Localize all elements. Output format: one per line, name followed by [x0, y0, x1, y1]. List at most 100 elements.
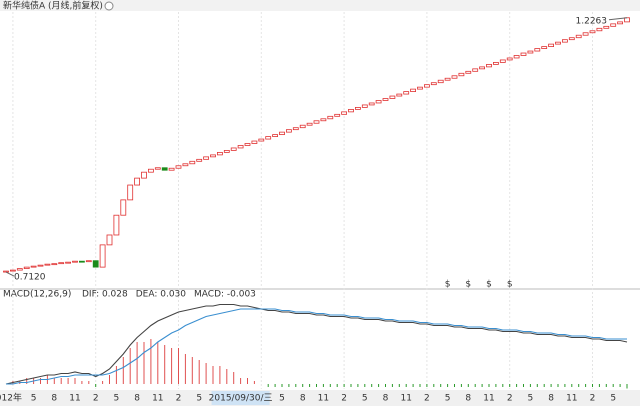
- x-tick-label: 11: [483, 394, 494, 404]
- x-tick-label: 2: [507, 394, 513, 404]
- candle: [216, 152, 223, 156]
- candle: [113, 214, 120, 236]
- candle: [465, 70, 472, 74]
- candle: [375, 100, 382, 104]
- candle: [513, 55, 520, 59]
- candle: [182, 163, 189, 167]
- candle: [23, 266, 30, 270]
- candle: [617, 21, 623, 25]
- macd-title: MACD(12,26,9): [3, 290, 71, 300]
- candle: [120, 199, 127, 216]
- candle: [472, 68, 479, 72]
- x-tick-label: 11: [318, 394, 329, 404]
- candle: [244, 143, 251, 146]
- candle: [134, 177, 141, 186]
- candle: [292, 127, 299, 131]
- candle: [479, 66, 486, 70]
- candle: [147, 168, 154, 173]
- candle: [44, 263, 51, 266]
- candle: [527, 50, 534, 54]
- candle: [299, 124, 306, 129]
- x-tick-label: 5: [528, 394, 534, 404]
- candle: [265, 136, 272, 140]
- candle: [161, 167, 168, 171]
- settings-icon[interactable]: [104, 1, 114, 11]
- x-tick-label: 8: [300, 394, 306, 404]
- x-tick-label: 5: [362, 394, 368, 404]
- chart-title: 新华纯债A (月线,前复权): [3, 0, 103, 12]
- title-bar: [0, 0, 640, 11]
- candle: [141, 171, 147, 179]
- low-label: 0.7120: [14, 273, 46, 283]
- candle: [3, 270, 9, 273]
- macd-line: [6, 308, 627, 385]
- x-tick-label: 2: [176, 394, 182, 404]
- x-axis-bar: [0, 390, 640, 406]
- candle: [361, 104, 368, 108]
- x-tick-label: 11: [400, 394, 411, 404]
- x-tick-label: 5: [279, 394, 285, 404]
- candle: [251, 140, 258, 144]
- dividend-marker: $: [445, 280, 451, 290]
- candle: [92, 260, 99, 268]
- candle: [354, 107, 361, 110]
- legend-entry: MACD: -0.003: [194, 290, 256, 300]
- candle: [272, 134, 279, 137]
- candle: [403, 91, 410, 95]
- candle: [196, 158, 203, 162]
- candle: [79, 260, 85, 263]
- candle: [389, 95, 396, 99]
- candle: [237, 145, 244, 149]
- cursor-label: 2015/09/30/三: [209, 394, 273, 404]
- candle: [334, 113, 341, 117]
- candle: [458, 72, 465, 77]
- candle: [230, 147, 237, 151]
- x-tick-label: 2012年: [0, 392, 22, 404]
- x-tick-label: 8: [134, 394, 140, 404]
- candle: [603, 25, 610, 29]
- dividend-marker: $: [465, 280, 471, 290]
- candle: [492, 62, 499, 65]
- candle: [210, 154, 216, 158]
- candle: [341, 111, 348, 115]
- candle: [506, 57, 513, 61]
- candle: [520, 52, 527, 56]
- legend-entry: DIF: 0.028: [82, 290, 128, 300]
- candle: [327, 115, 334, 120]
- x-tick-label: 11: [152, 394, 163, 404]
- candle: [85, 260, 92, 263]
- candle: [348, 108, 354, 113]
- legend-entry: DEA: 0.030: [136, 290, 187, 300]
- low-marker: [5, 271, 15, 277]
- candle: [168, 167, 175, 171]
- candle: [417, 86, 423, 90]
- candle: [610, 23, 617, 27]
- candle: [541, 46, 548, 49]
- candle: [430, 82, 437, 86]
- candle: [582, 32, 589, 36]
- candle: [555, 41, 561, 45]
- candle: [72, 260, 78, 263]
- candle: [548, 43, 554, 47]
- x-tick-label: 5: [610, 394, 616, 404]
- candle: [37, 264, 44, 267]
- candle: [486, 64, 492, 68]
- candle: [589, 30, 596, 34]
- x-tick-label: 5: [445, 394, 451, 404]
- candle: [382, 98, 389, 101]
- candle: [127, 184, 134, 201]
- x-tick-label: 11: [566, 394, 577, 404]
- x-tick-label: 8: [51, 394, 57, 404]
- candle: [99, 244, 106, 268]
- candle: [562, 39, 568, 43]
- candle: [51, 263, 58, 266]
- dividend-marker: $: [507, 280, 513, 290]
- candle: [575, 34, 582, 39]
- x-tick-label: 5: [31, 394, 37, 404]
- candle: [9, 269, 16, 272]
- x-tick-label: 2: [93, 394, 99, 404]
- candle: [175, 165, 182, 169]
